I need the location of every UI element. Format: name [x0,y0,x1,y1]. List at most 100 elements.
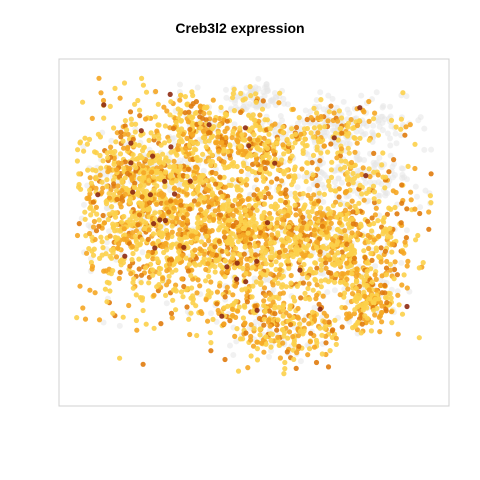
data-point [82,216,88,222]
data-point [250,264,256,270]
data-point [428,171,434,177]
data-point [291,166,298,173]
data-point [225,303,231,309]
data-point [167,164,173,170]
data-point [351,311,357,317]
data-point [262,201,268,207]
data-point [242,286,248,292]
data-point [205,199,211,205]
data-point [197,283,203,289]
data-point [246,203,252,209]
data-point [330,261,336,267]
data-point [157,224,163,230]
data-point [398,165,405,172]
data-point [139,155,145,161]
data-point [388,123,395,130]
data-point [274,327,280,333]
data-point [194,220,200,226]
data-point [149,159,155,166]
data-point [323,265,329,271]
data-point [226,217,232,223]
data-point [130,250,136,257]
data-point [87,187,93,193]
data-point [285,258,291,264]
data-point [205,318,211,324]
data-point [241,303,247,309]
data-point [281,151,287,157]
data-point [331,287,338,294]
data-point [236,228,242,234]
data-point [376,233,382,239]
data-point [179,276,185,282]
data-point [221,159,227,165]
data-point [258,194,264,200]
data-point [240,265,246,271]
data-point [373,287,379,293]
points-layer [74,75,435,377]
data-point [278,262,284,268]
data-point [378,181,385,188]
data-point [346,110,353,117]
data-point [349,271,355,277]
data-point [346,141,353,148]
data-point [249,294,255,300]
data-point [404,285,410,291]
data-point [130,152,136,158]
data-point [337,201,343,208]
data-point [173,282,179,288]
data-point [240,336,246,342]
data-point [271,90,278,96]
data-point [179,207,185,213]
data-point [100,319,107,326]
data-point [417,204,424,211]
data-point [127,263,133,269]
data-point [221,146,227,152]
data-point [175,106,181,112]
data-point [314,292,320,298]
data-point [254,346,260,352]
data-point [100,212,106,219]
data-point [206,257,212,263]
data-point [150,231,157,237]
data-point [122,253,128,259]
data-point [405,258,411,264]
data-point [139,194,145,200]
data-point [326,319,332,325]
data-point [201,217,208,223]
data-point [167,112,173,118]
data-point [132,101,138,107]
data-point [150,153,156,159]
data-point [90,252,97,258]
data-point [225,149,231,155]
data-point [355,304,361,310]
data-point [371,150,377,156]
data-point [297,257,303,263]
data-point [77,283,83,289]
data-point [96,317,103,323]
data-point [261,92,268,99]
data-point [169,229,175,235]
data-point [334,257,340,263]
data-point [270,286,277,293]
data-point [399,282,405,288]
data-point [100,245,106,251]
data-point [197,104,203,110]
data-point [261,189,267,195]
data-point [336,108,342,114]
data-point [403,227,410,234]
data-point [173,307,179,313]
data-point [88,259,94,266]
data-point [127,136,133,142]
data-point [216,122,222,129]
data-point [130,230,136,236]
data-point [309,309,316,315]
data-point [335,118,341,124]
data-point [206,274,212,280]
data-point [178,198,184,204]
data-point [325,252,331,258]
data-point [356,156,363,162]
data-point [206,238,212,244]
data-point [326,109,332,115]
data-point [277,208,283,215]
data-point [97,152,103,159]
